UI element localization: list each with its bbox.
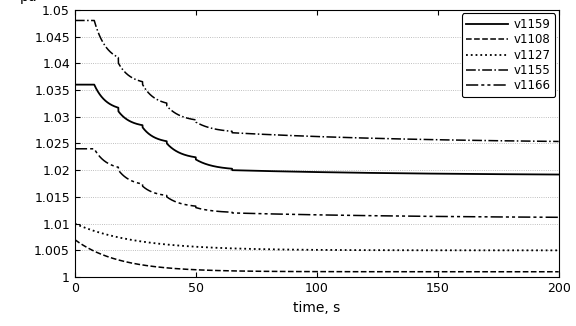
v1155 bbox=[516, 139, 523, 143]
v1166 bbox=[423, 215, 430, 218]
v1166 bbox=[279, 212, 286, 216]
v1108 bbox=[71, 238, 78, 242]
Line: v1127: v1127 bbox=[75, 224, 559, 250]
v1166 bbox=[71, 147, 78, 151]
v1127 bbox=[301, 248, 308, 252]
v1155 bbox=[71, 19, 78, 22]
v1166 bbox=[275, 212, 282, 216]
v1108 bbox=[275, 270, 282, 274]
v1159 bbox=[555, 172, 562, 176]
v1127 bbox=[279, 247, 286, 251]
v1155 bbox=[540, 139, 547, 143]
v1159 bbox=[540, 172, 547, 176]
Line: v1108: v1108 bbox=[75, 240, 559, 272]
v1127 bbox=[555, 248, 562, 252]
Y-axis label: pu: pu bbox=[20, 0, 37, 5]
v1108 bbox=[540, 270, 547, 274]
v1127 bbox=[71, 222, 78, 226]
v1159 bbox=[301, 170, 308, 174]
v1159 bbox=[275, 169, 282, 173]
Line: v1159: v1159 bbox=[75, 85, 559, 174]
Line: v1166: v1166 bbox=[75, 149, 559, 217]
X-axis label: time, s: time, s bbox=[293, 301, 340, 315]
v1108 bbox=[423, 270, 430, 274]
v1166 bbox=[555, 215, 562, 219]
v1108 bbox=[279, 270, 286, 274]
v1159 bbox=[423, 171, 430, 175]
v1108 bbox=[301, 270, 308, 274]
v1159 bbox=[279, 170, 286, 173]
v1108 bbox=[516, 270, 523, 274]
v1127 bbox=[423, 248, 430, 252]
v1166 bbox=[301, 213, 308, 216]
v1127 bbox=[516, 248, 523, 252]
v1108 bbox=[555, 270, 562, 274]
v1166 bbox=[516, 215, 523, 219]
v1127 bbox=[540, 248, 547, 252]
v1127 bbox=[275, 247, 282, 251]
v1155 bbox=[301, 134, 308, 138]
v1155 bbox=[279, 133, 286, 137]
v1159 bbox=[71, 83, 78, 87]
v1155 bbox=[555, 140, 562, 143]
v1155 bbox=[423, 138, 430, 141]
v1155 bbox=[275, 133, 282, 137]
v1166 bbox=[540, 215, 547, 219]
Legend: v1159, v1108, v1127, v1155, v1166: v1159, v1108, v1127, v1155, v1166 bbox=[461, 13, 555, 97]
Line: v1155: v1155 bbox=[75, 21, 559, 141]
v1159 bbox=[516, 172, 523, 176]
